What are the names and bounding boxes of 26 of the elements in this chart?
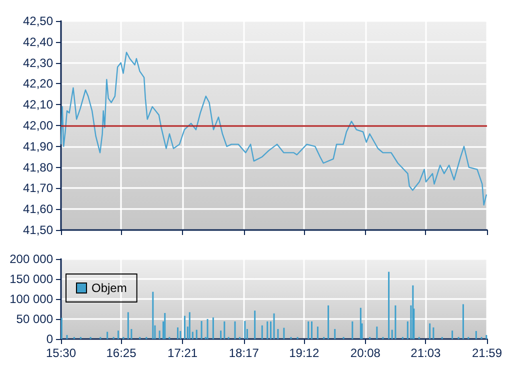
y-tick-label: 150 000 bbox=[10, 272, 54, 286]
y-tick-label: 42,20 bbox=[22, 76, 54, 91]
x-tick-label: 17:21 bbox=[168, 346, 198, 360]
y-tick-label: 42,00 bbox=[22, 118, 54, 132]
y-tick-label: 41,50 bbox=[22, 223, 54, 237]
y-tick-label: 0 bbox=[46, 332, 54, 346]
y-tick-label: 42,50 bbox=[22, 14, 54, 28]
y-tick-label: 200 000 bbox=[10, 252, 54, 266]
x-tick-label: 15:30 bbox=[46, 346, 76, 360]
y-tick-label: 42,40 bbox=[22, 34, 54, 49]
line-series bbox=[60, 52, 488, 206]
x-tick-label: 18:17 bbox=[228, 346, 260, 360]
x-tick-label: 20:08 bbox=[350, 346, 381, 360]
y-tick-label: 41,60 bbox=[22, 202, 54, 216]
x-tick-label: 21:59 bbox=[472, 346, 502, 360]
x-tick-label: 19:12 bbox=[289, 346, 320, 360]
x-tick-label: 21:03 bbox=[410, 346, 442, 360]
y-tick-label: 50 000 bbox=[16, 312, 54, 326]
y-tick-label: 41,90 bbox=[22, 139, 54, 154]
y-tick-label: 41,80 bbox=[22, 160, 54, 174]
legend-label: Objem bbox=[92, 281, 127, 295]
y-tick-label: 42,30 bbox=[22, 56, 54, 70]
y-tick-label: 41,70 bbox=[22, 181, 54, 196]
y-tick-label: 100 000 bbox=[10, 292, 54, 306]
y-tick-label: 42,10 bbox=[22, 98, 54, 112]
x-tick-label: 16:25 bbox=[106, 346, 137, 360]
